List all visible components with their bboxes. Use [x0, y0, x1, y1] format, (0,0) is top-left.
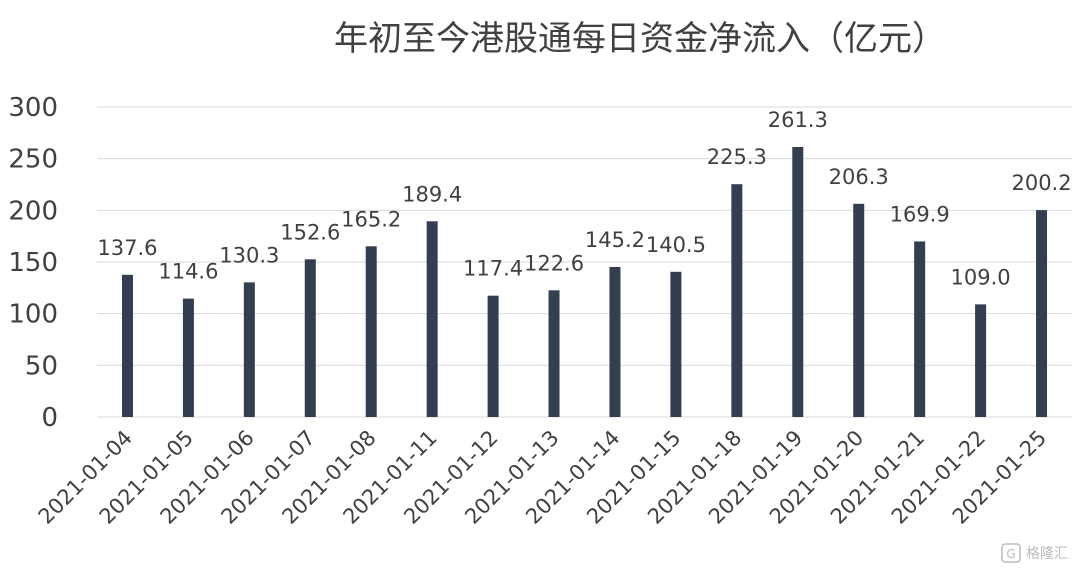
y-tick-label: 250 [8, 145, 58, 175]
data-label: 169.9 [890, 202, 950, 226]
data-label: 137.6 [97, 236, 157, 260]
data-label: 165.2 [341, 207, 401, 231]
gelonghui-logo-icon: G [1001, 543, 1021, 563]
gridlines [97, 106, 1072, 418]
data-label: 122.6 [524, 251, 584, 275]
bar [670, 271, 682, 417]
x-axis-ticks: 2021-01-042021-01-052021-01-062021-01-07… [34, 426, 1051, 529]
y-tick-label: 50 [25, 351, 58, 381]
bar [548, 290, 560, 417]
y-tick-label: 0 [41, 403, 58, 433]
data-label: 130.3 [219, 243, 279, 267]
bar [731, 184, 743, 417]
bar [853, 203, 865, 417]
bar [1036, 210, 1048, 417]
data-label: 145.2 [585, 228, 645, 252]
bar [243, 282, 255, 417]
data-label: 200.2 [1011, 171, 1071, 195]
y-tick-label: 150 [8, 248, 58, 278]
svg-text:G: G [1006, 547, 1015, 561]
chart-title: 年初至今港股通每日资金净流入（亿元） [334, 19, 946, 59]
data-label: 206.3 [829, 165, 889, 189]
bar [182, 298, 194, 417]
data-label: 189.4 [402, 182, 462, 206]
bar [975, 304, 987, 417]
bar [365, 246, 377, 417]
data-label: 225.3 [707, 145, 767, 169]
y-tick-label: 100 [8, 300, 58, 330]
y-tick-label: 300 [8, 93, 58, 123]
data-label: 140.5 [646, 233, 706, 257]
y-axis-ticks: 0 50 100 150 200 250 300 [8, 93, 58, 433]
bar [914, 241, 926, 417]
y-tick-label: 200 [8, 196, 58, 226]
data-label: 117.4 [463, 257, 523, 281]
data-label: 152.6 [280, 220, 340, 244]
data-label: 261.3 [768, 108, 828, 132]
bar [304, 259, 316, 417]
bar [121, 274, 133, 417]
data-label: 114.6 [158, 260, 218, 284]
bar [609, 266, 621, 417]
data-label: 109.0 [951, 265, 1011, 289]
bars [121, 146, 1048, 418]
watermark: G 格隆汇 [1001, 543, 1068, 563]
watermark-text: 格隆汇 [1026, 546, 1068, 562]
bar [426, 221, 438, 417]
bar [792, 146, 804, 418]
bar [487, 295, 499, 417]
